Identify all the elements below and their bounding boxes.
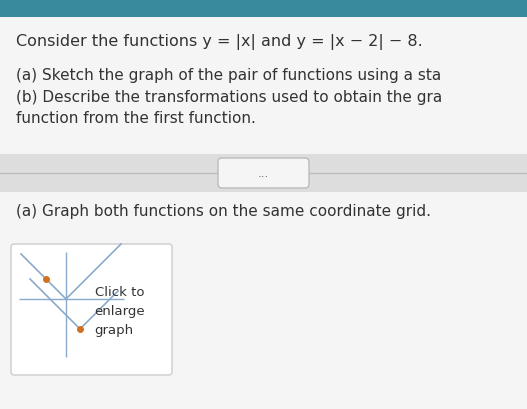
FancyBboxPatch shape <box>0 0 527 18</box>
FancyBboxPatch shape <box>0 155 527 193</box>
Text: (a) Graph both functions on the same coordinate grid.: (a) Graph both functions on the same coo… <box>16 204 431 218</box>
FancyBboxPatch shape <box>0 18 527 409</box>
Text: (b) Describe the transformations used to obtain the gra: (b) Describe the transformations used to… <box>16 90 442 105</box>
Text: Click to: Click to <box>95 285 144 298</box>
FancyBboxPatch shape <box>218 159 309 189</box>
Text: (a) Sketch the graph of the pair of functions using a sta: (a) Sketch the graph of the pair of func… <box>16 68 441 83</box>
FancyBboxPatch shape <box>11 245 172 375</box>
Text: enlarge: enlarge <box>95 304 145 317</box>
Text: function from the first function.: function from the first function. <box>16 111 256 126</box>
Text: graph: graph <box>95 323 134 336</box>
Text: Consider the functions y = |x| and y = |x − 2| − 8.: Consider the functions y = |x| and y = |… <box>16 34 423 50</box>
Text: ...: ... <box>258 167 269 180</box>
